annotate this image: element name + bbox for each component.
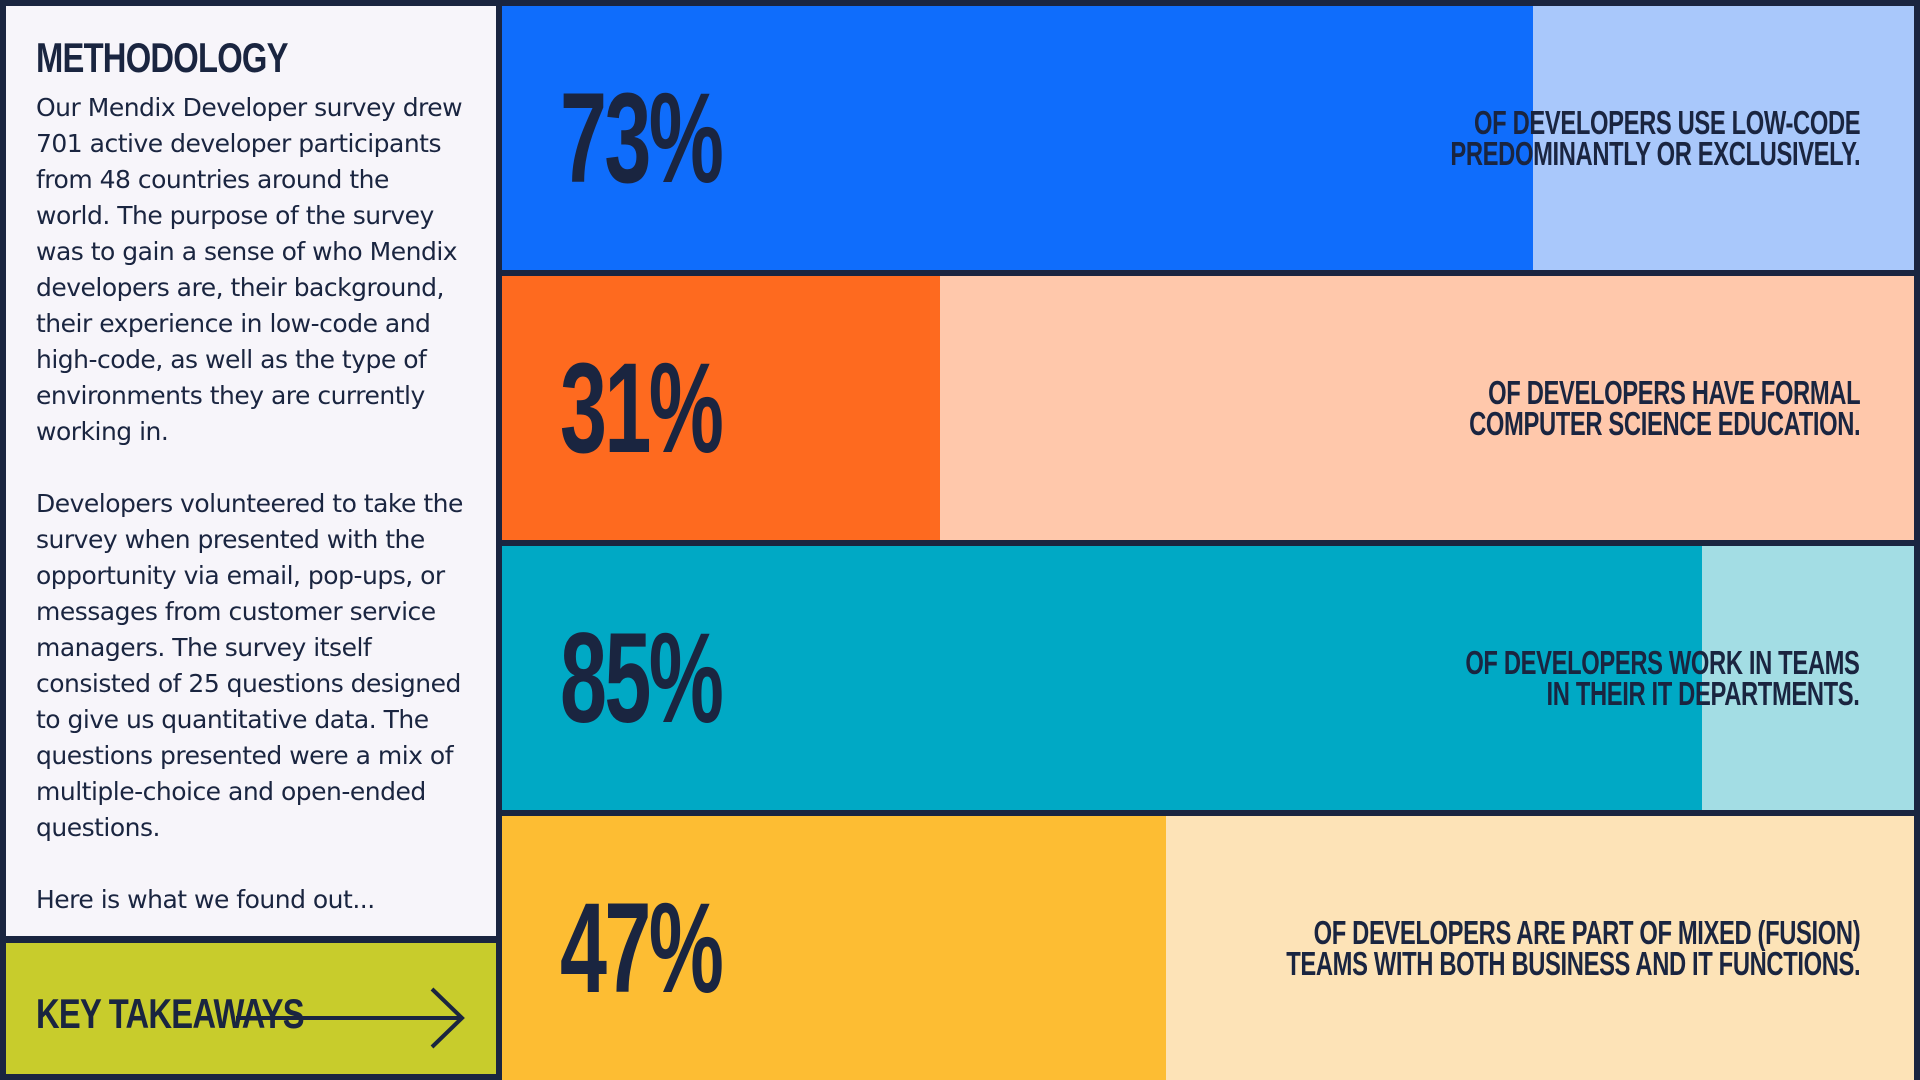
bar-fill (502, 546, 1703, 810)
bar-value-label: 47% (560, 876, 724, 1020)
stat-row: 73% OF DEVELOPERS USE LOW-CODE PREDOMINA… (502, 6, 1914, 270)
methodology-body: Our Mendix Developer survey drew 701 act… (36, 90, 466, 918)
stat-row: 31% OF DEVELOPERS HAVE FORMAL COMPUTER S… (502, 276, 1914, 540)
bar-fill (502, 6, 1533, 270)
bar-value-label: 31% (560, 336, 724, 480)
bar-category-label: OF DEVELOPERS WORK IN TEAMS IN THEIR IT … (1465, 644, 1861, 712)
methodology-panel: METHODOLOGY Our Mendix Developer survey … (6, 6, 496, 936)
methodology-paragraph: Developers volunteered to take the surve… (36, 489, 463, 842)
methodology-paragraph: Here is what we found out... (36, 885, 375, 914)
bar-category-label: OF DEVELOPERS HAVE FORMAL COMPUTER SCIEN… (1468, 374, 1861, 442)
bar-category-label: OF DEVELOPERS USE LOW-CODE PREDOMINANTLY… (1450, 104, 1860, 172)
methodology-title: METHODOLOGY (36, 34, 288, 81)
bar-fill (502, 816, 1166, 1080)
stat-row: 47% OF DEVELOPERS ARE PART OF MIXED (FUS… (502, 816, 1914, 1080)
bar-value-label: 85% (560, 606, 724, 750)
key-takeaways-label: KEY TAKEAWAYS (36, 990, 305, 1037)
bar-value-label: 73% (560, 66, 724, 210)
key-takeaways-button[interactable]: KEY TAKEAWAYS (6, 943, 496, 1074)
bar-fill (502, 276, 940, 540)
arrow-right-icon (236, 987, 465, 1049)
bar-category-label: OF DEVELOPERS ARE PART OF MIXED (FUSION)… (1285, 914, 1860, 982)
stat-row: 85% OF DEVELOPERS WORK IN TEAMS IN THEIR… (502, 546, 1914, 810)
methodology-paragraph: Our Mendix Developer survey drew 701 act… (36, 93, 463, 446)
